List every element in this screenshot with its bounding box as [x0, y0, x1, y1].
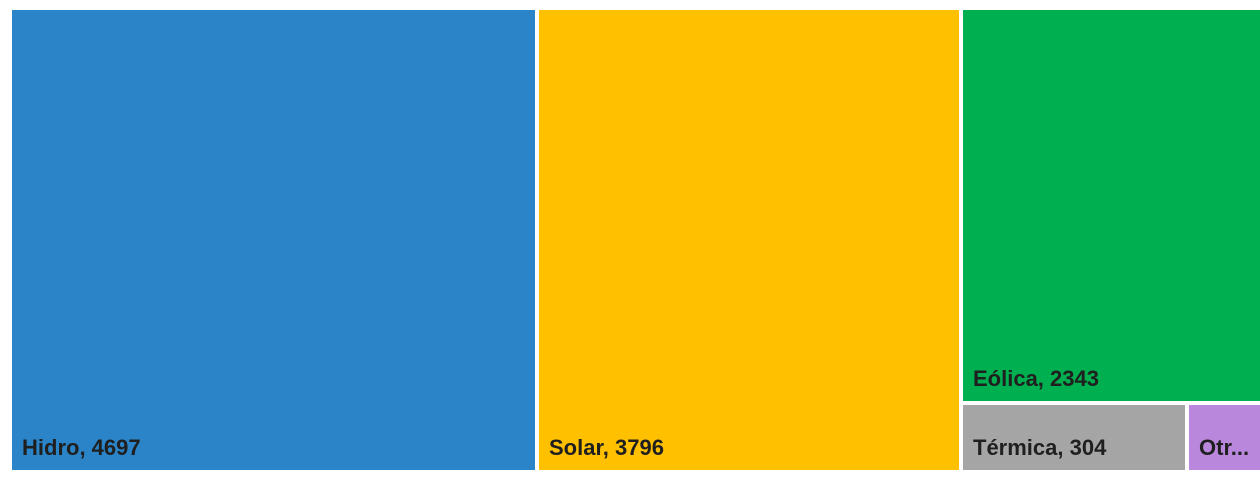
treemap-label-hidro: Hidro, 4697: [22, 435, 141, 460]
treemap-tile-otr: [1189, 405, 1260, 470]
treemap-tile-solar: [539, 10, 959, 470]
treemap-label-otr: Otr...: [1199, 435, 1249, 460]
treemap-label-solar: Solar, 3796: [549, 435, 664, 460]
treemap-tile-hidro: [12, 10, 535, 470]
treemap-label-termica: Térmica, 304: [973, 435, 1107, 460]
treemap-tile-termica: [963, 405, 1185, 470]
treemap-label-eolica: Eólica, 2343: [973, 366, 1099, 391]
treemap-tile-eolica: [963, 10, 1260, 401]
